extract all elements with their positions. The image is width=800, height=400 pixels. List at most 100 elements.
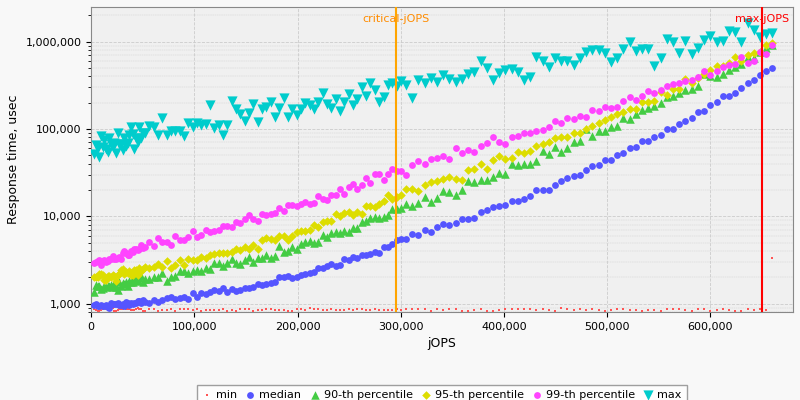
90-th percentile [586, 133, 598, 139]
median [151, 299, 164, 306]
99-th percentile [518, 130, 530, 136]
90-th percentile [90, 282, 102, 288]
90-th percentile [133, 275, 146, 281]
max [598, 50, 611, 56]
max [247, 100, 260, 107]
min [474, 306, 487, 312]
95-th percentile [455, 177, 468, 184]
99-th percentile [654, 86, 667, 93]
min [450, 306, 462, 312]
min [351, 306, 364, 312]
max [230, 106, 242, 112]
90-th percentile [182, 269, 194, 276]
99-th percentile [134, 242, 147, 248]
max [130, 135, 142, 141]
99-th percentile [390, 168, 403, 174]
median [382, 243, 394, 250]
99-th percentile [98, 257, 110, 263]
95-th percentile [394, 192, 407, 198]
99-th percentile [480, 140, 493, 147]
99-th percentile [462, 147, 474, 154]
min [486, 308, 499, 314]
95-th percentile [186, 257, 199, 263]
95-th percentile [536, 140, 549, 147]
median [256, 282, 269, 288]
95-th percentile [474, 161, 487, 168]
max [294, 106, 307, 112]
max [98, 137, 110, 144]
max [269, 114, 282, 120]
min [260, 306, 273, 312]
95-th percentile [450, 175, 462, 182]
median [217, 285, 230, 291]
99-th percentile [110, 256, 122, 262]
95-th percentile [226, 249, 238, 256]
95-th percentile [133, 265, 146, 272]
min [160, 306, 173, 313]
min [722, 307, 735, 313]
max [766, 30, 779, 36]
median [126, 301, 139, 307]
median [561, 175, 574, 182]
min [128, 307, 141, 313]
median [160, 294, 173, 301]
99-th percentile [394, 168, 407, 174]
99-th percentile [661, 82, 674, 89]
max [156, 114, 169, 121]
max [679, 38, 692, 44]
max [338, 98, 351, 105]
max [264, 99, 277, 106]
95-th percentile [251, 245, 264, 252]
max [474, 58, 487, 64]
max [364, 80, 377, 86]
min [555, 305, 568, 312]
95-th percentile [412, 188, 425, 194]
min [382, 307, 394, 314]
max [623, 39, 636, 45]
95-th percentile [666, 85, 679, 92]
median [278, 274, 290, 280]
max [636, 45, 649, 52]
95-th percentile [691, 74, 704, 81]
max [654, 55, 667, 61]
95-th percentile [134, 268, 147, 274]
99-th percentile [524, 130, 537, 136]
min [480, 308, 493, 314]
min [169, 308, 182, 314]
90-th percentile [474, 177, 487, 184]
90-th percentile [480, 176, 493, 183]
99-th percentile [137, 245, 150, 251]
max [160, 132, 173, 138]
90-th percentile [116, 280, 129, 286]
max [94, 133, 107, 140]
max [437, 72, 450, 79]
99-th percentile [94, 262, 107, 268]
median [212, 288, 225, 294]
99-th percentile [334, 186, 346, 192]
max [741, 20, 754, 26]
median [567, 172, 580, 179]
99-th percentile [93, 257, 106, 263]
median [360, 252, 373, 258]
90-th percentile [386, 206, 398, 212]
min [111, 307, 124, 314]
max [754, 34, 766, 40]
95-th percentile [334, 213, 346, 220]
median [91, 303, 104, 309]
max [199, 120, 212, 127]
90-th percentile [673, 90, 686, 96]
95-th percentile [178, 262, 190, 268]
95-th percentile [120, 268, 133, 275]
median [186, 290, 199, 296]
99-th percentile [605, 105, 618, 112]
max [390, 83, 403, 90]
max [722, 28, 735, 34]
95-th percentile [130, 266, 142, 273]
max [400, 82, 413, 88]
90-th percentile [251, 255, 264, 261]
min [203, 307, 216, 314]
max [195, 122, 208, 128]
max [226, 98, 238, 104]
90-th percentile [642, 105, 654, 111]
90-th percentile [686, 86, 698, 92]
